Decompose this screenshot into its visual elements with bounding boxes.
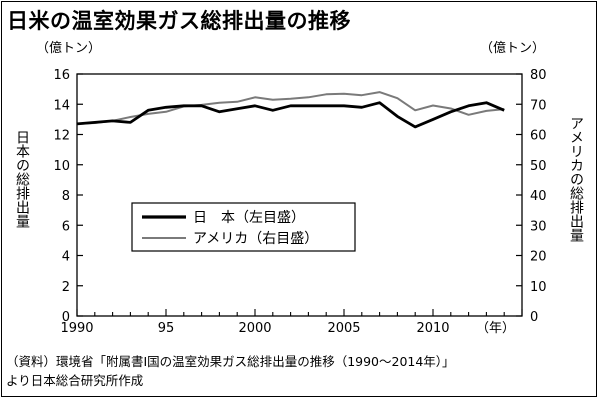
- x-tick-label: 2000: [238, 321, 271, 336]
- left-tick-label: 14: [53, 98, 70, 113]
- legend-label-usa: アメリカ（右目盛）: [193, 231, 318, 247]
- left-tick-label: 4: [62, 250, 70, 265]
- source-note-line2: より日本総合研究所作成: [6, 373, 144, 388]
- right-tick-label: 70: [530, 98, 547, 113]
- legend-label-japan: 日 本（左目盛）: [193, 210, 305, 226]
- left-tick-label: 16: [53, 68, 70, 83]
- legend-box: [131, 202, 356, 252]
- right-tick-label: 0: [530, 310, 538, 325]
- right-tick-label: 30: [530, 219, 547, 234]
- x-tick-label: 95: [158, 321, 175, 336]
- left-tick-label: 12: [53, 129, 70, 144]
- x-tick-label: 2010: [416, 321, 449, 336]
- left-tick-label: 0: [62, 310, 70, 325]
- x-unit-label: （年）: [476, 321, 515, 336]
- left-tick-label: 10: [53, 159, 70, 174]
- left-tick-label: 2: [62, 280, 70, 295]
- right-tick-label: 20: [530, 250, 547, 265]
- left-axis-label: 日本の総排出量: [14, 130, 30, 228]
- right-tick-label: 10: [530, 280, 547, 295]
- right-tick-label: 40: [530, 189, 547, 204]
- left-tick-label: 6: [62, 219, 70, 234]
- x-tick-label: 1990: [60, 321, 93, 336]
- left-tick-label: 8: [62, 189, 70, 204]
- right-unit-label: （億トン）: [480, 40, 545, 56]
- series-line-japan: [76, 101, 505, 129]
- series-line-usa: [76, 91, 505, 125]
- source-note-line1: （資料）環境省「附属書Ⅰ国の温室効果ガス総排出量の推移（1990〜2014年）」: [6, 354, 455, 369]
- right-tick-label: 60: [530, 129, 547, 144]
- left-unit-label: （億トン）: [36, 40, 101, 56]
- right-tick-label: 80: [530, 68, 547, 83]
- right-axis-label: アメリカの総排出量: [568, 116, 584, 242]
- x-tick-label: 2005: [327, 321, 360, 336]
- legend: 日 本（左目盛） アメリカ（右目盛）: [131, 202, 356, 252]
- chart-title: 日米の温室効果ガス総排出量の推移: [7, 9, 351, 33]
- right-tick-label: 50: [530, 159, 547, 174]
